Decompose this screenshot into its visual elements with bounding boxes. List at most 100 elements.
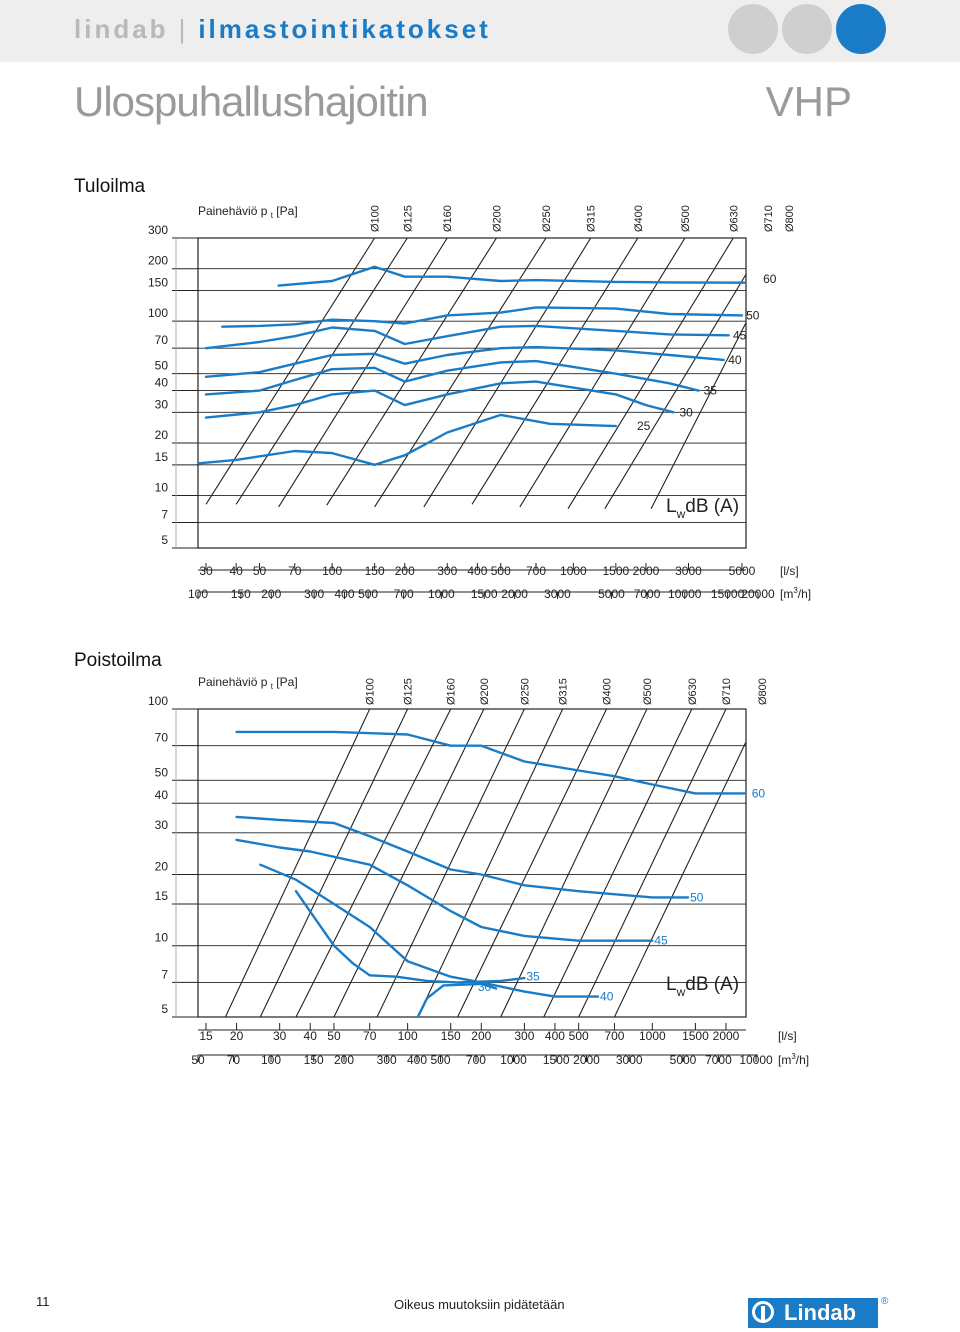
m3h-tick-label: 100 bbox=[188, 587, 208, 601]
sound-curve-label: 30 bbox=[679, 405, 693, 419]
ls-tick-label: 70 bbox=[363, 1029, 377, 1043]
size-line bbox=[224, 709, 371, 1017]
section-title-supply: Tuloilma bbox=[74, 176, 146, 197]
m3h-tick-label: 700 bbox=[466, 1053, 486, 1067]
y-axis-label-main: Painehäviö p bbox=[198, 204, 271, 218]
size-line bbox=[613, 740, 746, 1017]
sound-curve bbox=[235, 730, 746, 795]
ls-tick-label: 5000 bbox=[729, 564, 756, 578]
m3h-unit-label: [m3/h] bbox=[778, 1052, 809, 1067]
size-label: Ø315 bbox=[586, 205, 598, 232]
ls-tick-label: 1000 bbox=[639, 1029, 666, 1043]
m3h-tick-label: 50 bbox=[191, 1053, 205, 1067]
m3h-tick-label: 70 bbox=[227, 1053, 241, 1067]
size-line bbox=[578, 709, 727, 1017]
m3h-unit-end: /h] bbox=[796, 1053, 809, 1067]
section-title-exhaust: Poistoilma bbox=[74, 650, 162, 671]
y-tick-label: 50 bbox=[155, 359, 169, 373]
m3h-tick-label: 1000 bbox=[428, 587, 455, 601]
size-label: Ø710 bbox=[721, 678, 733, 705]
ls-tick-label: 500 bbox=[491, 564, 511, 578]
size-line bbox=[417, 709, 564, 1017]
ls-tick-label: 2000 bbox=[713, 1029, 740, 1043]
y-tick-label: 30 bbox=[155, 818, 169, 832]
m3h-tick-label: 500 bbox=[358, 587, 378, 601]
m3h-tick-label: 200 bbox=[261, 587, 281, 601]
header-circle-icon bbox=[836, 4, 886, 54]
supply-air-chart: 5 7 10 15 20 30 40 50 70 100 150 200 300 Painehäviö p… bbox=[148, 204, 811, 601]
header-bar: lindab | ilmastointikatokset bbox=[0, 0, 960, 62]
sound-level-label: LwdB (A) bbox=[666, 974, 739, 999]
y-axis-label: Painehäviö p t [Pa] bbox=[198, 675, 298, 691]
m3h-tick-label: 200 bbox=[334, 1053, 354, 1067]
ls-tick-label: 200 bbox=[395, 564, 415, 578]
y-axis-label-unit: [Pa] bbox=[273, 675, 298, 689]
m3h-tick-label: 1500 bbox=[471, 587, 498, 601]
y-axis-label-sub: t bbox=[271, 211, 274, 220]
size-label: Ø160 bbox=[446, 678, 458, 705]
ls-tick-label: 1000 bbox=[560, 564, 587, 578]
y-tick-label: 20 bbox=[155, 428, 169, 442]
sound-curve bbox=[294, 889, 526, 984]
size-line bbox=[423, 238, 592, 508]
ls-tick-label: 15 bbox=[199, 1029, 213, 1043]
m3h-tick-label: 20000 bbox=[741, 587, 775, 601]
y-tick-label: 15 bbox=[155, 450, 169, 464]
size-lines bbox=[205, 238, 746, 510]
sound-curve-label: 35 bbox=[526, 970, 540, 984]
y-tick-label: 100 bbox=[148, 306, 168, 320]
sound-curve-label: 25 bbox=[637, 419, 651, 433]
ls-tick-label: 100 bbox=[398, 1029, 418, 1043]
size-line bbox=[543, 709, 693, 1017]
y-tick-label: 10 bbox=[155, 481, 169, 495]
sound-curve bbox=[204, 345, 725, 379]
lindab-logo-icon bbox=[752, 1301, 774, 1323]
y-tick-label: 40 bbox=[155, 788, 169, 802]
size-lines bbox=[224, 709, 746, 1017]
sound-curves bbox=[198, 265, 746, 466]
size-label: Ø500 bbox=[642, 678, 654, 705]
m3h-tick-label: 300 bbox=[304, 587, 324, 601]
exhaust-air-chart: 5 7 10 15 20 30 40 50 70 100 Painehäviö p t [Pa] Ø1… bbox=[148, 675, 809, 1067]
size-label: Ø500 bbox=[680, 205, 692, 232]
sound-curve bbox=[235, 815, 690, 899]
y-axis-label-unit: [Pa] bbox=[273, 204, 298, 218]
size-label: Ø250 bbox=[519, 678, 531, 705]
size-label: Ø800 bbox=[784, 205, 796, 232]
m3h-unit-end: /h] bbox=[798, 587, 811, 601]
size-line bbox=[500, 709, 648, 1017]
y-tick-label: 5 bbox=[161, 1002, 168, 1016]
ls-unit-label: [l/s] bbox=[778, 1029, 797, 1043]
m3h-tick-label: 150 bbox=[304, 1053, 324, 1067]
size-label: Ø125 bbox=[402, 205, 414, 232]
sound-curve bbox=[220, 306, 744, 328]
brand-subtitle: ilmastointikatokset bbox=[198, 14, 491, 44]
size-label: Ø200 bbox=[479, 678, 491, 705]
header-brand: lindab | ilmastointikatokset bbox=[74, 14, 491, 45]
m3h-tick-label: 100 bbox=[261, 1053, 281, 1067]
ls-tick-label: 300 bbox=[514, 1029, 534, 1043]
size-line bbox=[326, 238, 497, 506]
sound-curve bbox=[198, 413, 618, 466]
plot-frame bbox=[197, 708, 747, 1018]
sound-curve bbox=[235, 838, 654, 942]
size-line bbox=[457, 709, 608, 1017]
ls-tick-label: 50 bbox=[253, 564, 267, 578]
m3h-tick-label: 3000 bbox=[544, 587, 571, 601]
m3h-tick-label: 400 bbox=[335, 587, 355, 601]
ls-tick-label: 200 bbox=[471, 1029, 491, 1043]
ls-tick-label: 50 bbox=[327, 1029, 341, 1043]
ls-tick-label: 1500 bbox=[682, 1029, 709, 1043]
sound-curve-label: 45 bbox=[654, 934, 668, 948]
sound-curve bbox=[204, 324, 730, 350]
m3h-tick-label: 7000 bbox=[705, 1053, 732, 1067]
registered-mark: ® bbox=[881, 1296, 889, 1307]
sound-level-rest: dB (A) bbox=[685, 496, 739, 517]
sound-level-main: L bbox=[666, 496, 677, 517]
ls-tick-label: 700 bbox=[526, 564, 546, 578]
ls-tick-label: 30 bbox=[273, 1029, 287, 1043]
m3h-tick-label: 2000 bbox=[501, 587, 528, 601]
m3h-unit-main: [m bbox=[780, 587, 793, 601]
model-code: VHP bbox=[765, 78, 852, 125]
size-label: Ø200 bbox=[492, 205, 504, 232]
